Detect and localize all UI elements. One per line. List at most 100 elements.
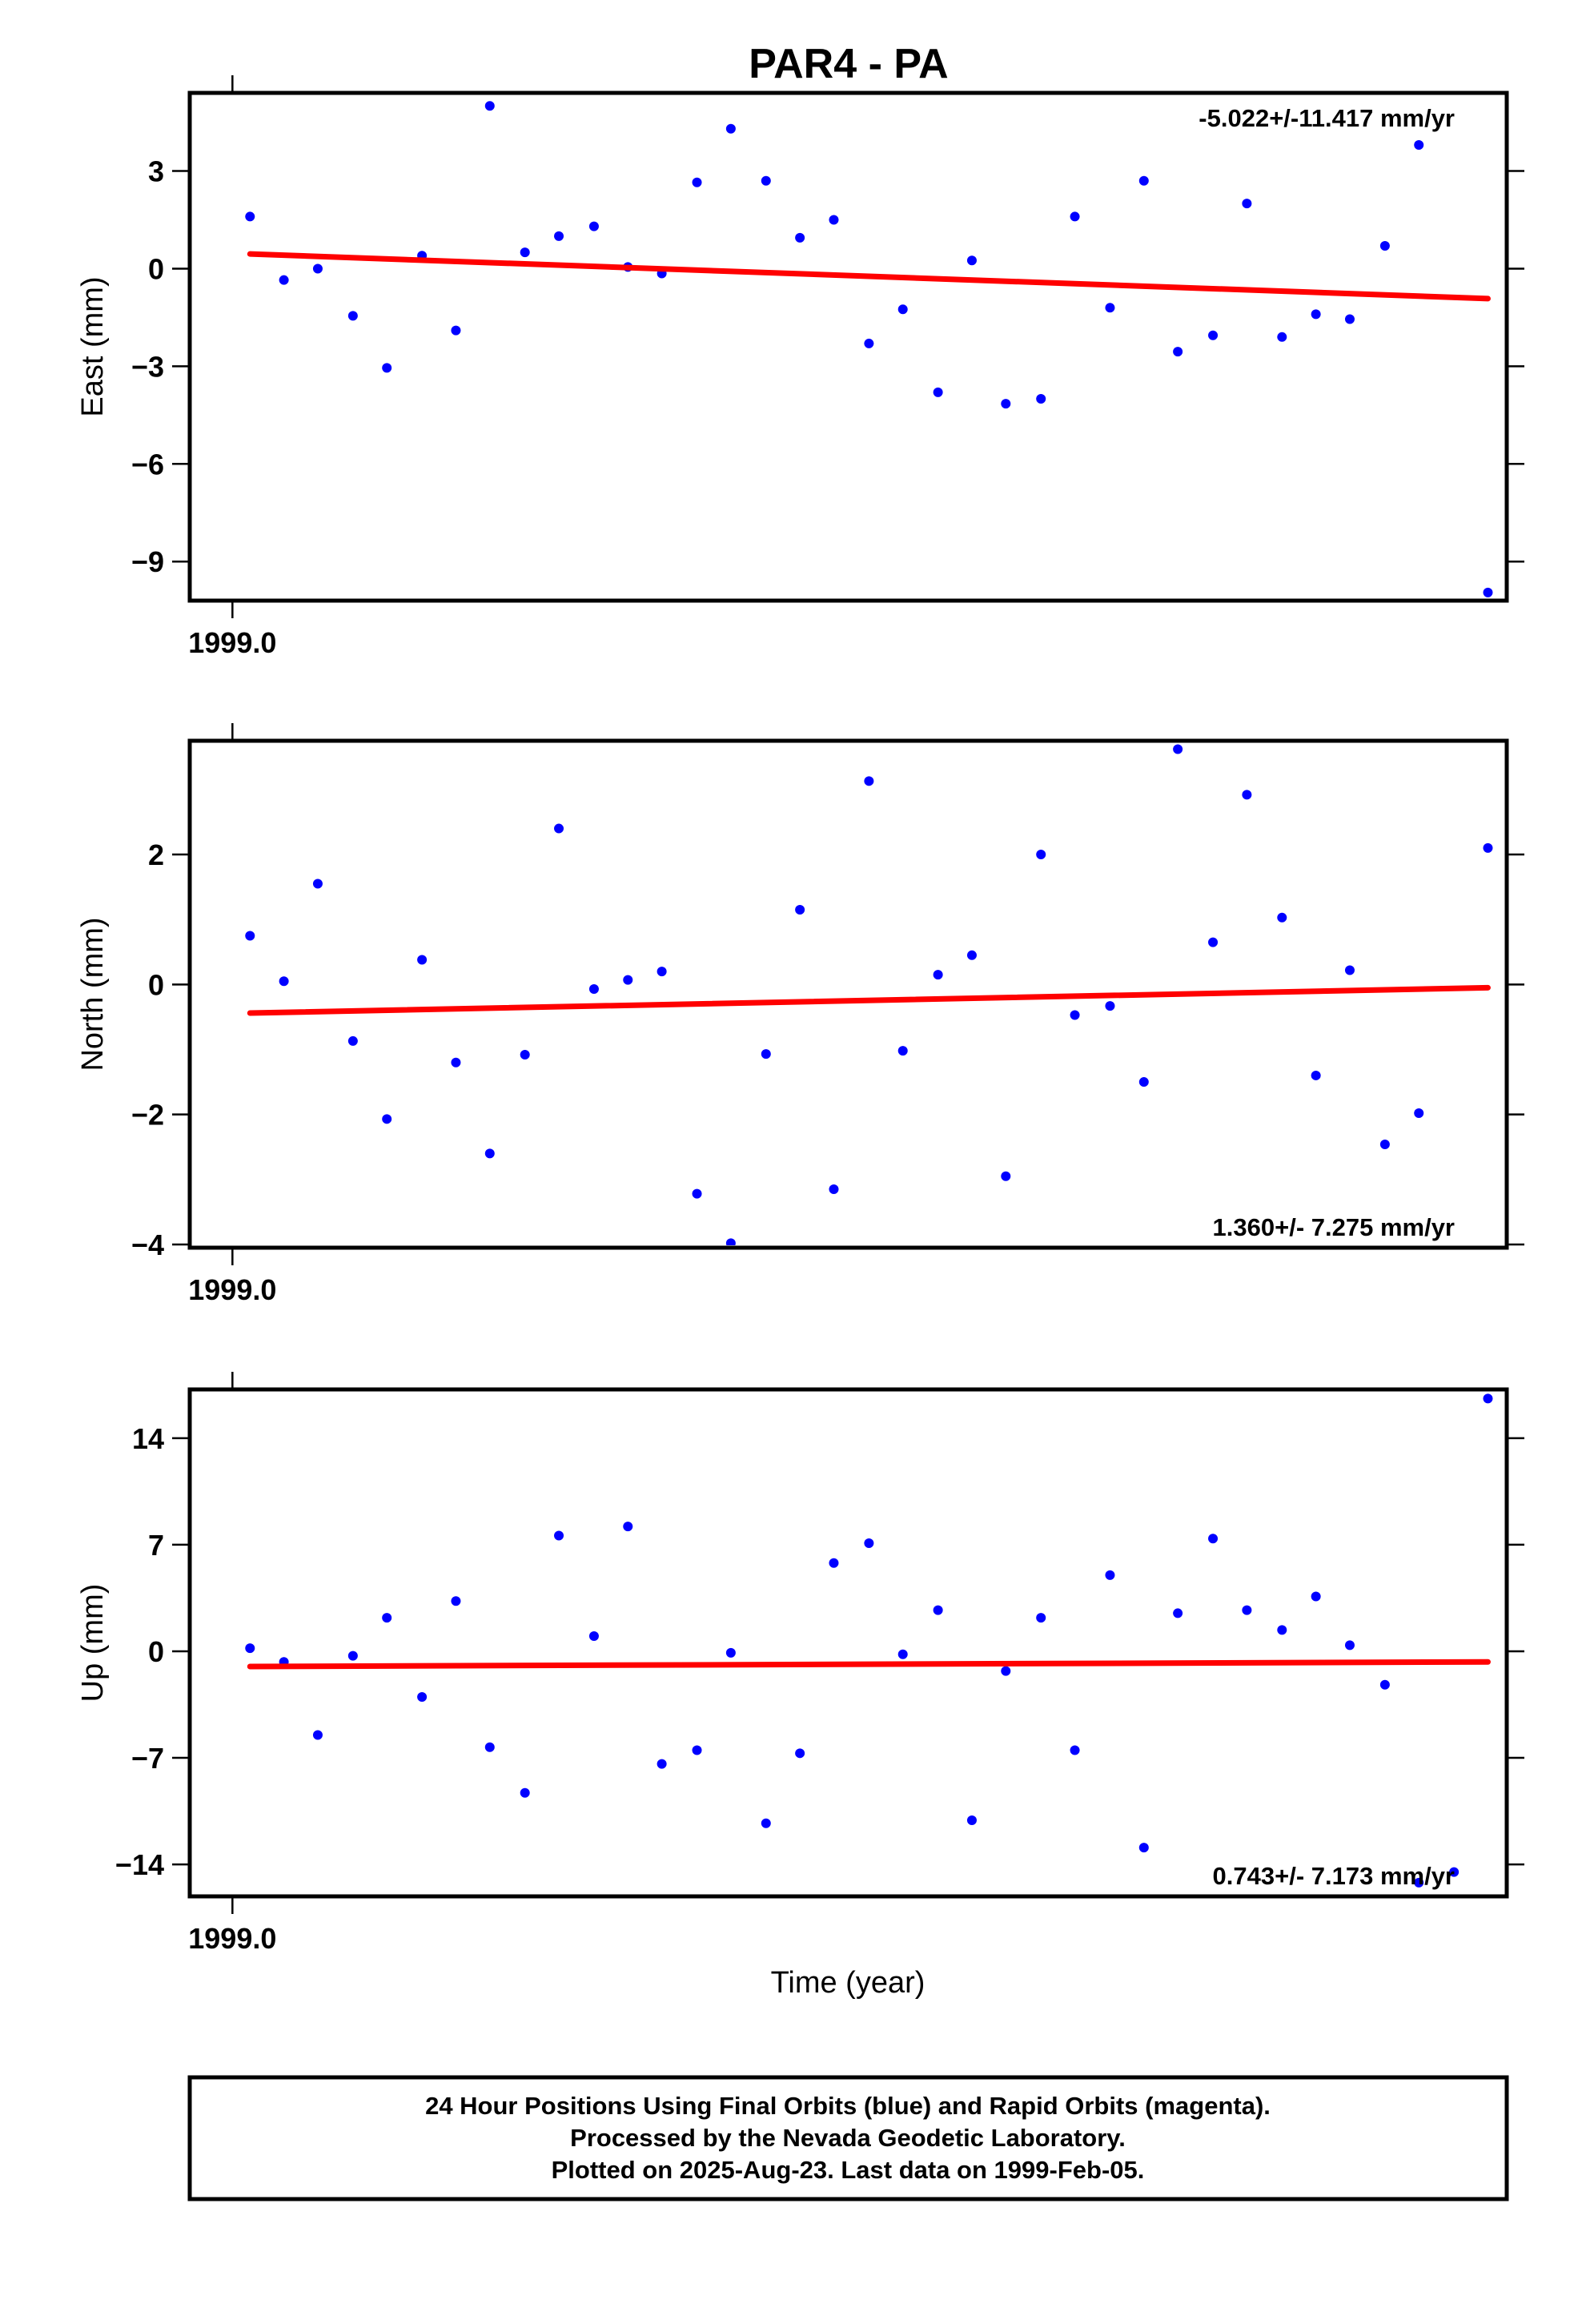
data-point [725,1238,736,1245]
data-point [588,1630,599,1641]
y-tick-label: −7 [131,1742,164,1775]
data-point [1379,1139,1390,1149]
y-tick-label: 0 [148,252,164,285]
y-tick-label: 2 [148,838,164,871]
caption-line-1: 24 Hour Positions Using Final Orbits (bl… [425,2092,1271,2120]
up-panel: 14 7 0 −7 −14 1999.0 Up (mm) 0.743+/- 7.173 mm/… [76,1372,1524,1955]
data-point [897,1649,908,1659]
y-tick-label: −9 [131,545,164,578]
data-point [1242,199,1252,209]
data-point [484,1148,495,1159]
data-point [933,1605,943,1615]
y-axis-label: Up (mm) [76,1584,110,1703]
data-point [1208,937,1219,947]
data-point [1277,912,1287,923]
data-point [1414,1108,1424,1119]
plot-frame [187,738,1509,1250]
data-point [1070,1010,1080,1020]
data-point [382,1114,392,1124]
data-point [966,950,977,960]
data-point [761,175,771,186]
caption-line-3: Plotted on 2025-Aug-23. Last data on 199… [552,2156,1145,2184]
y-axis-label: East (mm) [76,276,110,416]
caption-line-2: Processed by the Nevada Geodetic Laborat… [570,2124,1126,2152]
data-point [520,1049,530,1059]
data-point [1001,1666,1011,1676]
data-point [245,211,255,222]
data-point [451,1596,461,1606]
data-point [966,1815,977,1825]
data-point [1483,587,1493,597]
y-tick-label: −6 [131,448,164,480]
plot-frame [187,1387,1509,1899]
x-tick-label: 1999.0 [188,626,276,659]
data-point [1208,1534,1219,1544]
y-tick-label: −14 [115,1848,164,1881]
data-point [312,879,323,889]
data-point [966,255,977,266]
data-point [347,1651,358,1661]
data-point [554,231,564,241]
data-point [1277,332,1287,342]
data-point [829,215,839,225]
data-point [623,1522,633,1532]
x-tick-label: 1999.0 [188,1922,276,1955]
y-tick-label: 3 [148,155,164,188]
data-point [484,101,495,111]
y-tick-label: 14 [132,1422,164,1455]
data-point [692,1745,702,1755]
data-point [1379,241,1390,251]
data-point [1105,303,1115,313]
data-point [1414,1877,1424,1888]
data-point [1242,1605,1252,1615]
data-point [279,976,289,987]
data-point [829,1558,839,1568]
data-point [554,1530,564,1541]
y-tick-label: −2 [131,1099,164,1132]
data-point [1173,744,1183,754]
data-point [451,325,461,336]
data-point [1105,1570,1115,1580]
data-point [588,984,599,995]
data-point [347,311,358,321]
data-point [312,1730,323,1740]
data-point [1277,1625,1287,1635]
figure-title: PAR4 - PA [749,41,948,87]
x-axis-label: Time (year) [771,1966,926,2000]
data-layer [245,101,1493,597]
data-point [725,123,736,134]
data-point [656,967,667,977]
data-point [933,970,943,980]
east-panel: 3 0 −3 −6 −9 1999.0 East (mm) -5.022+/-11.417 m… [76,75,1524,659]
data-point [451,1057,461,1068]
data-point [692,177,702,187]
velocity-label: 0.743+/- 7.173 mm/yr [1213,1862,1455,1890]
data-point [829,1184,839,1194]
data-point [1001,399,1011,409]
y-tick-label: −3 [131,350,164,383]
y-tick-label: 7 [148,1529,164,1562]
data-point [1001,1171,1011,1181]
y-tick-label: 0 [148,1635,164,1668]
data-point [1242,790,1252,800]
data-point [725,1647,736,1658]
data-point [692,1188,702,1199]
data-point [588,221,599,231]
data-point [1449,1867,1460,1877]
data-point [623,975,633,985]
data-point [382,363,392,373]
y-tick-label: −4 [131,1228,164,1261]
data-point [347,1035,358,1046]
data-point [1138,1077,1149,1088]
data-point [795,232,805,243]
data-point [1311,1070,1321,1080]
data-point [1138,175,1149,186]
data-point [897,304,908,315]
data-point [1379,1679,1390,1690]
data-point [1344,965,1355,975]
data-point [520,247,530,258]
data-point [1070,211,1080,222]
data-point [245,931,255,941]
data-point [761,1818,771,1828]
data-point [1208,330,1219,340]
